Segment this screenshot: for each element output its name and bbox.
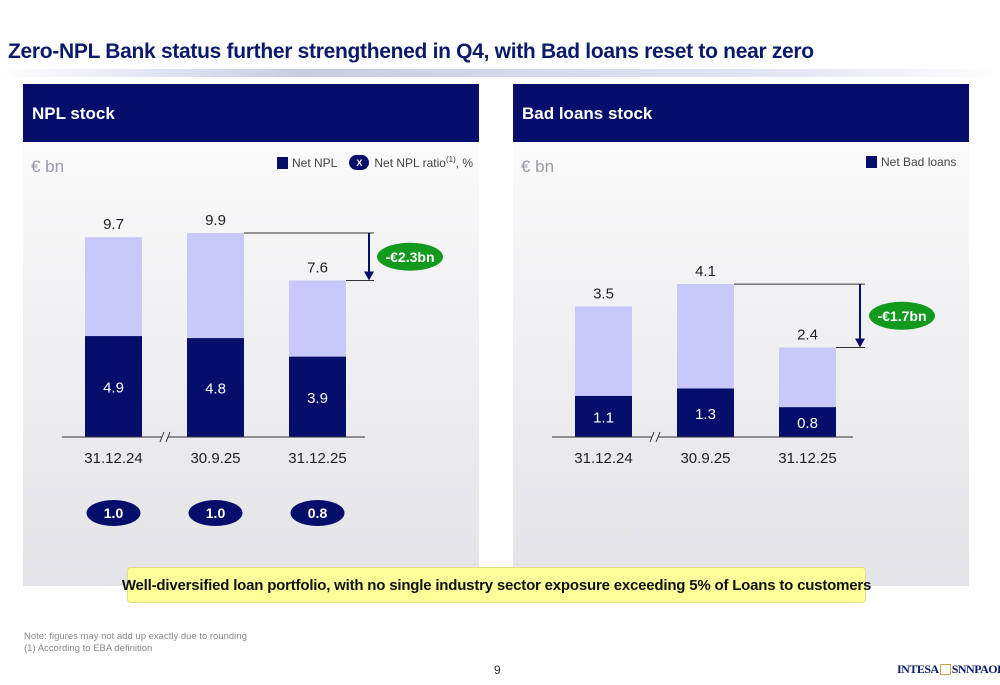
npl-bar-part-2 (289, 356, 346, 437)
npl-part-label-1: 4.8 (205, 381, 226, 398)
highlight-banner: Well-diversified loan portfolio, with no… (122, 567, 871, 603)
npl-ratio-label-0: 1.0 (104, 505, 124, 521)
legend-label-ratio: Net NPL ratio(1), % (374, 155, 474, 170)
note-rounding: Note: figures may not add up exactly due… (24, 631, 247, 642)
npl-ratio-badge-0 (86, 500, 141, 526)
npl-part-label-2: 3.9 (307, 390, 328, 407)
npl-axis-break-1 (159, 431, 165, 443)
npl-total-label-2: 7.6 (307, 259, 328, 276)
npl-panel-header: NPL stock (23, 84, 479, 142)
bad-loans-panel-header: Bad loans stock (513, 84, 969, 142)
npl-total-label-0: 9.7 (103, 216, 124, 233)
npl-axis-break-gap (162, 436, 168, 439)
note-eba: (1) According to EBA definition (24, 643, 153, 654)
npl-tick-label-2: 31.12.25 (288, 450, 346, 467)
legend-swatch-net-bad-loans (866, 156, 877, 168)
legend-label-net-bad-loans: Net Bad loans (881, 155, 957, 169)
npl-bar-total-2 (289, 280, 346, 357)
bad-loans-unit-label: € bn (521, 157, 555, 176)
npl-delta-pill (377, 242, 443, 271)
npl-delta-arrow-head (364, 271, 374, 281)
bad-bar-part-0 (575, 395, 632, 437)
bad-bar-total-2 (779, 347, 836, 408)
bad-bar-total-0 (575, 306, 632, 396)
bad-tick-label-0: 31.12.24 (574, 450, 632, 467)
npl-ratio-label-2: 0.8 (308, 505, 328, 521)
legend-ratio-badge: X (349, 155, 370, 170)
npl-bar-part-0 (85, 336, 142, 437)
legend-label-net-npl: Net NPL (292, 155, 338, 170)
bad-bar-part-1 (677, 388, 734, 437)
bad-bar-part-2 (779, 407, 836, 437)
bad-tick-label-1: 30.9.25 (680, 450, 730, 467)
npl-bar-part-1 (187, 338, 244, 437)
bad-axis-break-1 (649, 431, 655, 443)
npl-ratio-badge-1 (188, 500, 243, 526)
npl-axis-break-2 (165, 431, 171, 443)
bad-delta-label: -€1.7bn (877, 308, 926, 324)
bad-part-label-0: 1.1 (593, 409, 614, 426)
npl-tick-label-1: 30.9.25 (190, 450, 240, 467)
bad-total-label-2: 2.4 (797, 326, 818, 343)
bad-axis-break-gap (652, 436, 658, 439)
bad-loans-legend: Net Bad loans (866, 155, 956, 169)
bad-axis-break-2 (655, 431, 661, 443)
page-number: 9 (494, 663, 501, 677)
bad-total-label-0: 3.5 (593, 285, 614, 302)
npl-bar-total-1 (187, 233, 244, 339)
npl-legend: Net NPL X Net NPL ratio(1), % (277, 155, 473, 170)
legend-swatch-net-npl (277, 156, 288, 169)
bad-bar-total-1 (677, 284, 734, 389)
npl-total-label-1: 9.9 (205, 212, 226, 229)
bad-part-label-2: 0.8 (797, 415, 818, 432)
page-title: Zero-NPL Bank status further strengthene… (8, 40, 814, 63)
bad-delta-arrow-head (855, 338, 865, 348)
bad-part-label-1: 1.3 (695, 406, 716, 423)
npl-tick-label-0: 31.12.24 (84, 450, 142, 467)
bad-tick-label-2: 31.12.25 (778, 450, 836, 467)
bad-total-label-1: 4.1 (695, 263, 716, 280)
npl-ratio-label-1: 1.0 (206, 505, 226, 521)
npl-bar-total-0 (85, 237, 142, 337)
bad-delta-pill (869, 301, 935, 330)
npl-delta-label: -€2.3bn (385, 249, 434, 265)
npl-ratio-badge-2 (290, 500, 345, 526)
npl-part-label-0: 4.9 (103, 380, 124, 397)
npl-unit-label: € bn (31, 157, 65, 176)
intesa-sanpaolo-logo: INTESASNNPAOLO (897, 662, 1000, 676)
title-rule (0, 69, 1000, 77)
